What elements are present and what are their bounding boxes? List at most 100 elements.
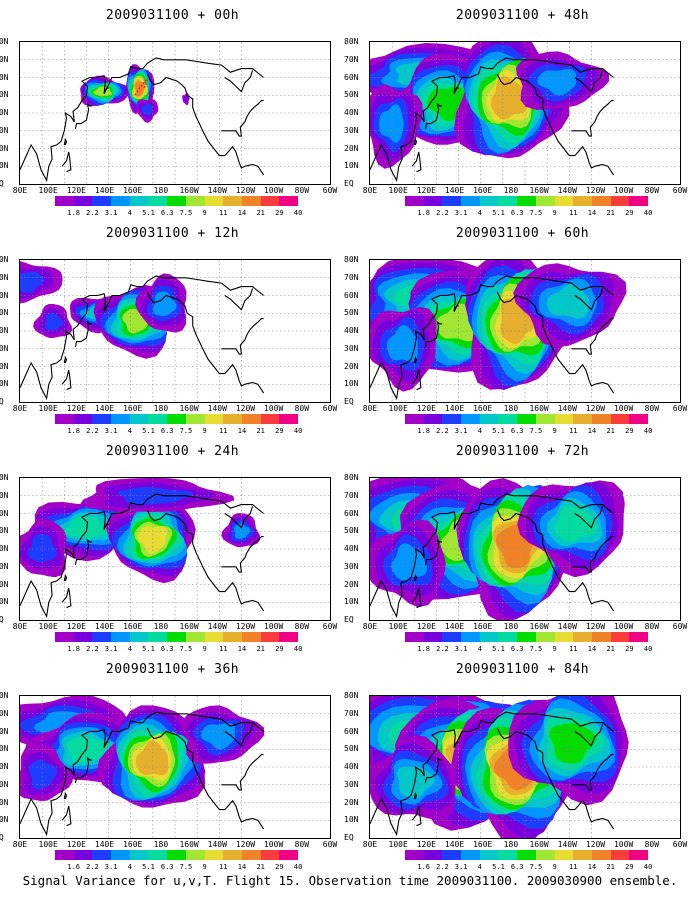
latitude-label: 50N [0, 90, 9, 100]
map-panel: 2009031100 + 36h 80N 70N 60N 50N 40N 30N 20N 10N… [0, 654, 345, 871]
coastline [146, 291, 265, 394]
longitude-label: 180 [503, 404, 519, 413]
variance-map [20, 260, 330, 402]
longitude-label: 100E [38, 840, 58, 849]
colorbar-swatch [610, 850, 630, 860]
colorbar-label: 5.1 [492, 427, 505, 435]
map-panel: 2009031100 + 24h 80N 70N 60N 50N 40N 30N 20N 10N… [0, 436, 345, 653]
longitude-label: 180 [153, 622, 169, 631]
colorbar-swatch [223, 632, 242, 642]
longitude-label: 80E [12, 622, 28, 631]
colorbar-swatch [442, 196, 462, 206]
latitude-label: 20N [0, 579, 9, 589]
longitude-label: 160W [529, 404, 549, 413]
map-panel: 2009031100 + 00h 80N 70N 60N 50N 40N 30N 20N 10N… [0, 0, 345, 217]
longitude-label: 60W [672, 404, 688, 413]
colorbar-label: 14 [237, 209, 247, 217]
colorbar-swatch [148, 196, 168, 206]
longitude-label: 80W [294, 186, 310, 195]
colorbar-label: 21 [256, 863, 265, 871]
map-plot-area [369, 477, 681, 621]
colorbar-swatch [461, 632, 480, 642]
variance-contour [141, 103, 153, 116]
latitude-label: 60N [344, 290, 359, 300]
latitude-label: 50N [344, 308, 359, 318]
longitude-label: 100W [263, 840, 284, 849]
longitude-label: 100E [388, 186, 408, 195]
colorbar-swatch [92, 196, 112, 206]
colorbar-swatch [535, 632, 555, 642]
colorbar-label: 1.8 [417, 427, 431, 435]
colorbar-label: 5.1 [142, 645, 155, 653]
latitude-label: EQ [0, 397, 4, 406]
colorbar-label: 21 [606, 209, 615, 217]
colorbar-swatch [442, 414, 462, 424]
colorbar-swatch [73, 196, 93, 206]
longitude-label: 100E [388, 622, 408, 631]
variance-contour [386, 324, 418, 362]
colorbar-swatch [554, 196, 574, 206]
colorbar-swatch [204, 632, 224, 642]
longitude-label: 80W [644, 622, 660, 631]
colorbar [55, 414, 298, 424]
coastline [146, 727, 265, 830]
longitude-label: 120W [235, 404, 256, 413]
longitude-label: 100W [263, 622, 284, 631]
latitude-label: 80N [0, 691, 9, 700]
coastline [413, 792, 418, 800]
latitude-label: 30N [344, 125, 359, 135]
longitude-label: 100W [263, 404, 284, 413]
panel-title: 2009031100 + 72h [455, 444, 590, 459]
coastline [63, 792, 68, 800]
latitude-label: 60N [0, 508, 9, 518]
coastline [574, 724, 604, 747]
colorbar-swatch [535, 850, 555, 860]
colorbar-swatch [167, 632, 186, 642]
latitude-label: 20N [0, 143, 9, 153]
coastline [424, 320, 442, 348]
colorbar-swatch [498, 414, 518, 424]
longitude-label: 140W [557, 622, 577, 631]
colorbar-swatch [167, 414, 186, 424]
longitude-label: 120W [585, 186, 606, 195]
colorbar-swatch [260, 632, 280, 642]
latitude-label: 40N [344, 544, 359, 553]
colorbar-swatch [167, 196, 186, 206]
colorbar-swatch [73, 414, 93, 424]
colorbar-swatch [517, 850, 536, 860]
colorbar-label: 7.5 [179, 863, 193, 871]
colorbar-swatch [185, 414, 205, 424]
colorbar-swatch [204, 850, 224, 860]
colorbar-swatch [423, 414, 443, 424]
colorbar-swatch [279, 196, 298, 206]
map-panel: 2009031100 + 60h 80N 70N 60N 50N 40N 30N 20N 10N… [344, 218, 695, 435]
figure-caption: Signal Variance for u,v,T. Flight 15. Ob… [22, 873, 678, 888]
colorbar-label: 1.8 [417, 645, 431, 653]
coastline [424, 756, 442, 784]
coastline [424, 102, 442, 130]
colorbar-swatch [55, 414, 74, 424]
coastline [224, 724, 254, 747]
colorbar-swatch [111, 850, 130, 860]
colorbar-label: 29 [625, 427, 634, 435]
latitude-label: 10N [344, 161, 359, 171]
latitude-label: 60N [0, 72, 9, 82]
colorbar-swatch [535, 196, 555, 206]
variance-contour [379, 104, 404, 143]
coastline [103, 741, 109, 748]
latitude-label: 30N [344, 561, 359, 571]
colorbar-swatch [204, 196, 224, 206]
variance-map [20, 696, 330, 838]
colorbar-label: 5.1 [492, 645, 505, 653]
variance-contour [391, 543, 427, 581]
colorbar-label: 1.8 [67, 427, 81, 435]
colorbar-label: 4 [127, 427, 132, 435]
latitude-label: 80N [0, 37, 9, 46]
variance-contour [93, 86, 112, 97]
colorbar-label: 14 [237, 427, 247, 435]
colorbar-swatch [442, 632, 462, 642]
colorbar-label: 29 [625, 863, 634, 871]
longitude-label: 160W [179, 186, 199, 195]
colorbar-swatch [461, 196, 480, 206]
colorbar-swatch [479, 632, 499, 642]
